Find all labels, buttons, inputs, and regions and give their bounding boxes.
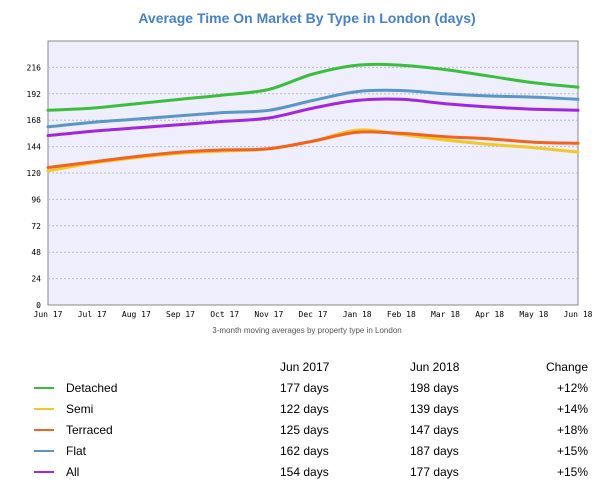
header-jun-2017: Jun 2017 xyxy=(280,359,330,374)
x-tick-label: Nov 17 xyxy=(254,310,283,319)
legend-label-semi: Semi xyxy=(66,401,94,416)
value-jun-2018-terraced: 147 days xyxy=(410,422,459,437)
legend-swatch-terraced xyxy=(34,429,54,432)
legend-swatch-all xyxy=(34,471,54,474)
value-jun-2017-terraced: 125 days xyxy=(280,422,329,437)
x-tick-label: Jun 17 xyxy=(34,310,63,319)
legend-row-flat: Flat 162 days 187 days +15% xyxy=(28,440,588,461)
value-jun-2017-semi: 122 days xyxy=(280,401,329,416)
legend-label-flat: Flat xyxy=(66,443,87,458)
legend-label-detached: Detached xyxy=(66,380,118,395)
legend-table: Jun 2017 Jun 2018 Change Detached 177 da… xyxy=(28,356,588,482)
x-tick-label: Jul 17 xyxy=(78,310,107,319)
x-tick-label: Jun 18 xyxy=(564,310,593,319)
x-tick-label: Apr 18 xyxy=(475,310,504,319)
legend-swatch-flat xyxy=(34,450,54,453)
time-on-market-chart: Average Time On Market By Type in London… xyxy=(27,10,593,335)
x-tick-label: Dec 17 xyxy=(299,310,328,319)
x-tick-label: Aug 17 xyxy=(122,310,151,319)
y-tick-label: 168 xyxy=(27,116,42,125)
series-line-terraced xyxy=(46,130,580,169)
series-lines xyxy=(46,62,580,173)
legend-label-all: All xyxy=(66,464,80,479)
value-jun-2017-detached: 177 days xyxy=(280,380,329,395)
x-tick-label: Feb 18 xyxy=(387,310,416,319)
series-line-detached xyxy=(46,62,580,112)
x-tick-label: Oct 17 xyxy=(210,310,239,319)
y-tick-label: 216 xyxy=(27,63,42,72)
x-tick-label: Jan 18 xyxy=(343,310,372,319)
y-tick-label: 96 xyxy=(31,195,41,204)
change-flat: +15% xyxy=(556,443,588,458)
series-line-all xyxy=(46,97,580,138)
value-jun-2018-semi: 139 days xyxy=(410,401,459,416)
change-all: +15% xyxy=(556,464,588,479)
gridlines xyxy=(48,66,578,280)
series-line-flat xyxy=(46,88,580,129)
x-axis-ticks: Jun 17 Jul 17 Aug 17 Sep 17 Oct 17 Nov 17 Dec … xyxy=(34,310,593,319)
legend-header-row: Jun 2017 Jun 2018 Change xyxy=(28,356,588,377)
legend-row-terraced: Terraced 125 days 147 days +18% xyxy=(28,419,588,440)
value-jun-2018-flat: 187 days xyxy=(410,443,459,458)
header-change: Change xyxy=(545,359,588,374)
x-tick-label: Mar 18 xyxy=(431,310,460,319)
y-tick-label: 48 xyxy=(31,248,41,257)
legend-row-detached: Detached 177 days 198 days +12% xyxy=(28,377,588,398)
x-tick-label: Sep 17 xyxy=(166,310,195,319)
value-jun-2017-flat: 162 days xyxy=(280,443,329,458)
legend-label-terraced: Terraced xyxy=(66,422,113,437)
header-jun-2018: Jun 2018 xyxy=(410,359,460,374)
chart-subtitle: 3-month moving averages by property type… xyxy=(212,326,401,335)
legend-row-all: All 154 days 177 days +15% xyxy=(28,461,588,482)
y-axis-ticks: 0 24 48 72 96 120 144 168 192 216 xyxy=(27,63,42,310)
change-terraced: +18% xyxy=(556,422,588,437)
legend-swatch-detached xyxy=(34,387,54,390)
value-jun-2017-all: 154 days xyxy=(280,464,329,479)
value-jun-2018-detached: 198 days xyxy=(410,380,459,395)
y-tick-label: 72 xyxy=(31,222,41,231)
chart-title: Average Time On Market By Type in London… xyxy=(138,10,475,26)
legend-swatch-semi xyxy=(34,408,54,411)
y-tick-label: 0 xyxy=(36,301,41,310)
value-jun-2018-all: 177 days xyxy=(410,464,459,479)
x-tick-label: May 18 xyxy=(519,310,548,319)
y-tick-label: 144 xyxy=(27,143,42,152)
legend-row-semi: Semi 122 days 139 days +14% xyxy=(28,398,588,419)
y-tick-label: 120 xyxy=(27,169,42,178)
change-semi: +14% xyxy=(556,401,588,416)
change-detached: +12% xyxy=(556,380,588,395)
y-tick-label: 24 xyxy=(31,275,41,284)
y-tick-label: 192 xyxy=(27,90,42,99)
